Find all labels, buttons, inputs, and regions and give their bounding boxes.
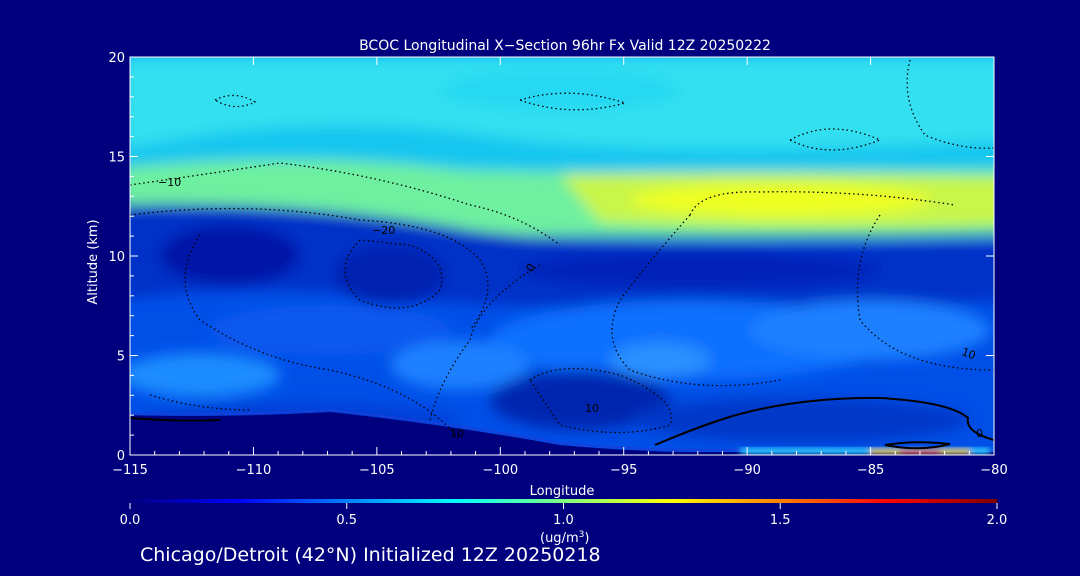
contour-label: 0 [976,427,983,440]
colorbar-units-label: (ug/m3) [540,530,589,546]
colorbar-tick-label: 2.0 [987,513,1008,528]
colorbar-tick-label: 1.5 [770,513,791,528]
x-tick-label: −90 [733,463,760,478]
colorbar-ticks: 0.0 0.5 1.0 1.5 2.0 [120,503,1008,528]
y-tick-label: 10 [108,250,125,265]
contour-label: −10 [158,176,181,189]
y-tick-label: 5 [117,350,125,365]
x-tick-label: −100 [482,463,518,478]
x-tick-label: −80 [980,463,1007,478]
contour-label: 10 [450,427,464,440]
colorbar-tick-label: 0.0 [120,513,141,528]
y-tick-label: 0 [117,449,125,464]
chart-title: BCOC Longitudinal X−Section 96hr Fx Vali… [359,38,771,54]
contour-label: −20 [372,224,395,237]
x-tick-label: −105 [359,463,395,478]
x-axis-label: Longitude [530,484,595,499]
x-tick-label: −115 [112,463,148,478]
subtitle: Chicago/Detroit (42°N) Initialized 12Z 2… [140,544,601,566]
y-tick-label: 20 [108,51,125,66]
contour-label: 10 [585,402,599,415]
y-axis: 0 5 10 15 20 [108,51,994,464]
colorbar-tick-label: 0.5 [336,513,357,528]
y-tick-label: 15 [108,151,125,166]
x-tick-label: −95 [610,463,637,478]
y-axis-label: Altitude (km) [86,219,101,304]
x-axis: −115 −110 −105 −100 −95 −90 −85 −80 [112,57,1008,478]
x-tick-label: −85 [857,463,884,478]
x-tick-label: −110 [236,463,272,478]
colorbar [130,499,997,503]
contour-label: 10 [960,345,978,362]
plot-area: −10 −20 0 10 10 10 0 [130,57,994,455]
colorbar-tick-label: 1.0 [553,513,574,528]
